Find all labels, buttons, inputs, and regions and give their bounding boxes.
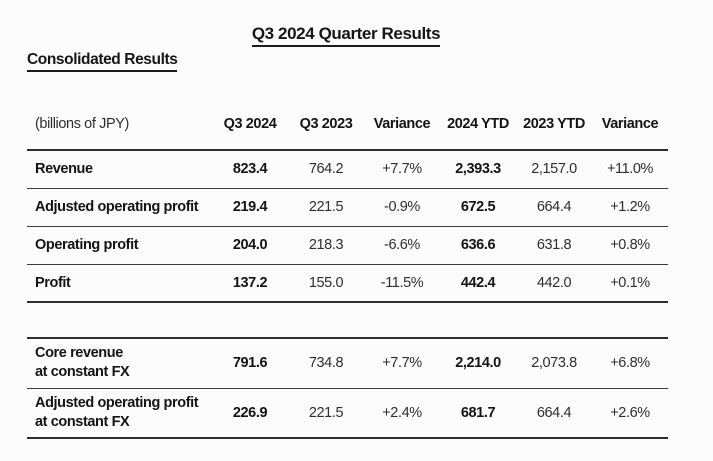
cell-2023-ytd: 2,157.0 — [516, 150, 592, 189]
title-container: Q3 2024 Quarter Results — [0, 24, 692, 47]
cell-2023-ytd: 631.8 — [516, 226, 592, 265]
row-label-line2: at constant FX — [35, 413, 130, 430]
row-label-line2: at constant FX — [35, 364, 130, 381]
col-header-variance-ytd: Variance — [592, 98, 668, 151]
col-header-q3-2024: Q3 2024 — [212, 98, 288, 151]
col-header-variance-quarter: Variance — [364, 98, 440, 151]
row-label-line1: Adjusted operating profit — [35, 394, 199, 411]
row-label: Profit — [27, 264, 212, 303]
col-header-q3-2023: Q3 2023 — [288, 98, 364, 151]
page-title: Q3 2024 Quarter Results — [251, 24, 441, 47]
table-row-profit: Profit 137.2 155.0 -11.5% 442.4 442.0 +0… — [27, 264, 668, 303]
cell-q3-2023: 218.3 — [288, 226, 364, 265]
row-label: Adjusted operating profit — [27, 188, 212, 227]
row-label-line1: Core revenue — [35, 345, 123, 362]
cell-2024-ytd: 2,214.0 — [440, 337, 516, 389]
cell-q3-2024: 791.6 — [212, 337, 288, 389]
cell-variance-quarter: -6.6% — [364, 226, 440, 265]
cell-2023-ytd: 664.4 — [516, 188, 592, 227]
cell-2023-ytd: 442.0 — [516, 264, 592, 303]
constant-fx-table: Core revenue at constant FX 791.6 734.8 … — [27, 337, 668, 439]
table-row-operating-profit: Operating profit 204.0 218.3 -6.6% 636.6… — [27, 226, 668, 265]
cell-2023-ytd: 664.4 — [516, 388, 592, 439]
cell-variance-ytd: +1.2% — [592, 188, 668, 227]
cell-variance-quarter: -11.5% — [364, 264, 440, 303]
section-subtitle: Consolidated Results — [27, 51, 178, 72]
cell-variance-ytd: +6.8% — [592, 337, 668, 389]
cell-variance-ytd: +2.6% — [592, 388, 668, 439]
row-label: Adjusted operating profit at constant FX — [27, 388, 212, 439]
cell-2024-ytd: 2,393.3 — [440, 150, 516, 189]
col-header-2024-ytd: 2024 YTD — [440, 98, 516, 151]
col-header-2023-ytd: 2023 YTD — [516, 98, 592, 151]
table-row-revenue: Revenue 823.4 764.2 +7.7% 2,393.3 2,157.… — [27, 150, 668, 189]
cell-variance-quarter: -0.9% — [364, 188, 440, 227]
row-label: Core revenue at constant FX — [27, 337, 212, 389]
cell-q3-2023: 764.2 — [288, 150, 364, 189]
cell-2024-ytd: 442.4 — [440, 264, 516, 303]
cell-q3-2024: 226.9 — [212, 388, 288, 439]
consolidated-results-table: (billions of JPY) Q3 2024 Q3 2023 Varian… — [27, 98, 668, 303]
cell-q3-2023: 221.5 — [288, 388, 364, 439]
row-label: Operating profit — [27, 226, 212, 265]
cell-q3-2024: 823.4 — [212, 150, 288, 189]
table-row-adjusted-operating-profit-constant-fx: Adjusted operating profit at constant FX… — [27, 388, 668, 439]
row-label: Revenue — [27, 150, 212, 189]
cell-q3-2023: 221.5 — [288, 188, 364, 227]
cell-variance-ytd: +0.1% — [592, 264, 668, 303]
cell-q3-2024: 137.2 — [212, 264, 288, 303]
cell-q3-2023: 734.8 — [288, 337, 364, 389]
cell-q3-2024: 204.0 — [212, 226, 288, 265]
table-row-core-revenue-constant-fx: Core revenue at constant FX 791.6 734.8 … — [27, 337, 668, 389]
cell-variance-quarter: +7.7% — [364, 150, 440, 189]
cell-variance-quarter: +2.4% — [364, 388, 440, 439]
cell-2024-ytd: 681.7 — [440, 388, 516, 439]
table-header-row: (billions of JPY) Q3 2024 Q3 2023 Varian… — [27, 98, 668, 151]
cell-variance-quarter: +7.7% — [364, 337, 440, 389]
cell-2023-ytd: 2,073.8 — [516, 337, 592, 389]
unit-label: (billions of JPY) — [27, 98, 212, 151]
cell-q3-2023: 155.0 — [288, 264, 364, 303]
cell-variance-ytd: +11.0% — [592, 150, 668, 189]
cell-2024-ytd: 672.5 — [440, 188, 516, 227]
cell-q3-2024: 219.4 — [212, 188, 288, 227]
cell-2024-ytd: 636.6 — [440, 226, 516, 265]
cell-variance-ytd: +0.8% — [592, 226, 668, 265]
table-row-adjusted-operating-profit: Adjusted operating profit 219.4 221.5 -0… — [27, 188, 668, 227]
